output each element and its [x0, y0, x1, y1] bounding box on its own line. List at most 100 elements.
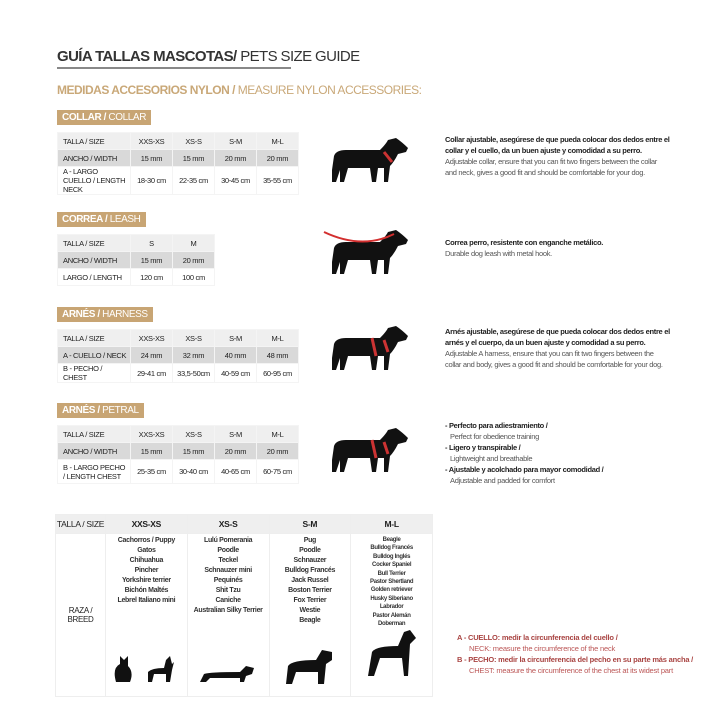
- breed-name: Schnauzer mini: [204, 567, 252, 574]
- harness-size-table: TALLA / SIZE XXS-XS XS-S S-M M-L A - CUELLO /…: [57, 329, 299, 383]
- collar-badge: COLLAR / COLLAR: [57, 110, 152, 125]
- size-header: XS-S: [186, 514, 270, 534]
- row-label: ANCHO / WIDTH: [57, 442, 131, 460]
- breed-name: Yorkshire terrier: [121, 577, 171, 584]
- dog-silhouette-icon: [322, 318, 417, 383]
- table-row: A - LARGO CUELLO / LENGTH NECK 18-30 cm 22…: [57, 166, 299, 195]
- dog-silhouette-icon: [200, 666, 255, 682]
- table-row: ANCHO / WIDTH 15 mm 20 mm: [57, 251, 215, 269]
- row-label: A - LARGO CUELLO / LENGTH NECK: [57, 166, 131, 195]
- breed-name: Lulú Pomerania: [203, 537, 253, 544]
- breed-name: Bichón Maltés: [124, 587, 169, 594]
- breed-column: Cachorros / Puppy Gatos Chihuahua Pincher Yo…: [105, 533, 188, 697]
- breed-name: Doberman: [377, 621, 406, 628]
- breed-column: Pug Poodle Schnauzer Bulldog Francés Jack Ru…: [268, 533, 352, 697]
- cat-and-dog-silhouette-icon: [115, 656, 175, 682]
- leash-badge: CORREA / LEASH: [57, 212, 146, 227]
- table-cell: S-M: [214, 132, 257, 150]
- breed-name: Golden retriever: [370, 587, 413, 594]
- breed-name: Pastor Alemán: [372, 612, 411, 619]
- table-cell: 15 mm: [172, 149, 215, 167]
- table-cell: S-M: [214, 425, 257, 443]
- table-row: B - PECHO / CHEST 29-41 cm 33,5-50cm 40-59 …: [57, 363, 299, 383]
- breed-label: RAZA / BREED: [55, 533, 106, 697]
- breed-name: Pincher: [134, 567, 159, 574]
- petral-badge: ARNÉS / PETRAL: [57, 403, 144, 418]
- breed-name: Beagle: [382, 537, 401, 543]
- table-cell: 30-40 cm: [172, 459, 215, 484]
- row-label: TALLA / SIZE: [57, 234, 131, 252]
- row-label: ANCHO / WIDTH: [57, 251, 131, 269]
- breed-name: Cocker Spaniel: [372, 562, 412, 569]
- table-cell: XS-S: [172, 425, 215, 443]
- table-cell: 30-45 cm: [214, 166, 257, 195]
- table-cell: 20 mm: [256, 442, 299, 460]
- measure-notes: A - CUELLO: medir la circunferencia del …: [457, 633, 694, 675]
- table-cell: 40 mm: [214, 346, 257, 364]
- row-label: TALLA / SIZE: [57, 329, 131, 347]
- table-cell: 20 mm: [256, 149, 299, 167]
- row-label: TALLA / SIZE: [57, 132, 131, 150]
- table-row: ANCHO / WIDTH 15 mm 15 mm 20 mm 20 mm: [57, 442, 299, 460]
- table-cell: 60-75 cm: [256, 459, 299, 484]
- row-label: ANCHO / WIDTH: [57, 149, 131, 167]
- size-label: TALLA / SIZE: [55, 514, 106, 534]
- table-cell: 120 cm: [130, 268, 173, 286]
- table-cell: M-L: [256, 132, 299, 150]
- table-cell: 20 mm: [214, 442, 257, 460]
- leash-size-table: TALLA / SIZE S M ANCHO / WIDTH 15 mm 20 mm LAR…: [57, 234, 215, 286]
- dog-silhouette-icon: [322, 222, 417, 287]
- table-cell: 20 mm: [172, 251, 215, 269]
- table-cell: 48 mm: [256, 346, 299, 364]
- table-cell: 40-59 cm: [214, 363, 257, 383]
- dog-silhouette-icon: [322, 130, 417, 195]
- breed-name: Australian Silky Terrier: [193, 607, 263, 614]
- breed-name: Shit Tzu: [215, 587, 241, 594]
- table-cell: XXS-XS: [130, 329, 173, 347]
- petral-description: - Perfecto para adiestramiento / Perfect …: [445, 421, 604, 485]
- table-cell: S: [130, 234, 173, 252]
- table-cell: 60-95 cm: [256, 363, 299, 383]
- row-label: A - CUELLO / NECK: [57, 346, 131, 364]
- collar-size-table: TALLA / SIZE XXS-XS XS-S S-M M-L ANCHO / WIDT…: [57, 132, 299, 195]
- breed-name: Bulldog Francés: [284, 567, 336, 574]
- breed-name: Caniche: [215, 597, 241, 604]
- table-cell: M-L: [256, 329, 299, 347]
- breed-column: Beagle Bulldog Francés Bulldog Inglés Cocke…: [350, 533, 433, 697]
- table-cell: XS-S: [172, 132, 215, 150]
- breed-name: Schnauzer: [293, 557, 327, 564]
- table-cell: 40-65 cm: [214, 459, 257, 484]
- harness-description: Arnés ajustable, asegúrese de que pueda …: [445, 327, 670, 369]
- note-neck: A - CUELLO: medir la circunferencia del …: [457, 633, 618, 642]
- breed-size-table: TALLA / SIZE XXS-XS XS-S S-M M-L RAZA / BREED…: [55, 514, 433, 697]
- table-row: TALLA / SIZE XXS-XS XS-S S-M M-L: [57, 132, 299, 150]
- breed-name: Husky Siberiano: [370, 595, 413, 602]
- table-row: ANCHO / WIDTH 15 mm 15 mm 20 mm 20 mm: [57, 149, 299, 167]
- breed-name: Cachorros / Puppy: [117, 537, 175, 544]
- petral-size-table: TALLA / SIZE XXS-XS XS-S S-M M-L ANCHO / WIDT…: [57, 425, 299, 484]
- size-header: M-L: [350, 514, 433, 534]
- table-row: B - LARGO PECHO / LENGTH CHEST 25-35 cm 30…: [57, 459, 299, 484]
- table-cell: XXS-XS: [130, 425, 173, 443]
- size-header: S-M: [268, 514, 352, 534]
- table-cell: M: [172, 234, 215, 252]
- table-cell: 29-41 cm: [130, 363, 173, 383]
- table-row: TALLA / SIZE XXS-XS XS-S S-M M-L: [57, 329, 299, 347]
- page-title: GUÍA TALLAS MASCOTAS/ PETS SIZE GUIDE: [57, 48, 360, 69]
- size-header: XXS-XS: [105, 514, 188, 534]
- breed-column: Lulú Pomerania Poodle Teckel Schnauzer mini…: [186, 533, 270, 697]
- table-cell: 15 mm: [130, 442, 173, 460]
- table-cell: 15 mm: [172, 442, 215, 460]
- dog-silhouette-icon: [322, 420, 417, 485]
- breed-name: Bulldog Inglés: [373, 553, 411, 560]
- table-cell: 35-55 cm: [256, 166, 299, 195]
- dog-silhouette-icon: [367, 630, 416, 677]
- table-cell: 22-35 cm: [172, 166, 215, 195]
- breed-name: Westie: [299, 607, 321, 614]
- breed-name: Pastor Shertland: [370, 579, 414, 586]
- table-cell: 20 mm: [214, 149, 257, 167]
- breed-name: Beagle: [299, 617, 321, 624]
- table-cell: S-M: [214, 329, 257, 347]
- breed-name: Labrador: [379, 604, 404, 611]
- row-label: LARGO / LENGTH: [57, 268, 131, 286]
